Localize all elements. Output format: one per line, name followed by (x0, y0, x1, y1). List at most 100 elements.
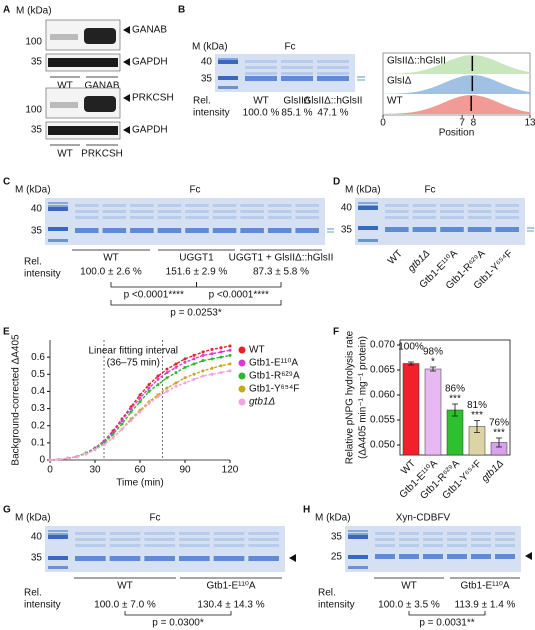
row-title: intensity (24, 600, 61, 611)
axis-title: M (kDa) (345, 185, 381, 196)
y-tick-label: 0.060 (370, 390, 395, 401)
data-point (228, 348, 232, 352)
smear-band (157, 210, 182, 213)
axis-title: Background-corrected ΔA405 (11, 334, 22, 466)
ladder-band (48, 227, 68, 231)
legend-marker (238, 398, 246, 406)
ladder-band (218, 60, 238, 64)
bar (424, 368, 442, 456)
ladder-band (358, 206, 378, 210)
protein-band (102, 228, 127, 233)
bracket (110, 300, 282, 306)
protein-band (447, 554, 467, 559)
bracket (408, 611, 486, 616)
smear-band (375, 532, 395, 535)
smear-band (412, 210, 437, 213)
smear-band (179, 544, 210, 547)
data-point (156, 374, 160, 378)
data-point (174, 371, 178, 375)
smear-band (495, 210, 519, 213)
legend-label: WT (249, 345, 265, 356)
legend-marker (238, 372, 246, 380)
blot-band (84, 96, 116, 112)
data-point (183, 376, 187, 380)
data-point (192, 377, 196, 381)
arrowhead (525, 552, 532, 560)
smear-band (245, 66, 277, 69)
smear-band (412, 204, 437, 207)
intensity-label: 100.0 ± 2.6 % (80, 267, 142, 278)
error-bar (452, 403, 458, 417)
bracket (196, 282, 282, 288)
blot-band (48, 58, 118, 67)
smear-band (399, 532, 419, 535)
ladder-band (48, 239, 68, 242)
lane-label: GANAB (84, 81, 119, 92)
lane-label: PRKCSH (81, 149, 123, 160)
data-point (228, 362, 232, 366)
smear-band (213, 532, 245, 535)
smear-band (75, 544, 106, 547)
smear-band (157, 204, 182, 207)
ridge-label: GlsIΔ (387, 76, 412, 87)
x-tick-label: 120 (222, 465, 239, 476)
protein-band (267, 228, 292, 233)
data-point (120, 427, 124, 431)
annotation: (36–75 min) (107, 358, 160, 369)
x-tick-label: gtb1Δ (480, 458, 506, 484)
legend-marker (238, 359, 246, 367)
row-title: intensity (24, 269, 61, 280)
protein-title: Fc (149, 513, 160, 524)
protein-band (467, 227, 492, 232)
arrowhead (289, 554, 296, 562)
mw-marker: 40 (31, 204, 43, 215)
data-point (138, 400, 142, 404)
legend-label: gtb1Δ (249, 397, 275, 408)
bar (402, 363, 420, 456)
smear-band (471, 544, 491, 547)
protein-band (385, 227, 409, 232)
row-title: Rel. (24, 588, 42, 599)
smear-band (295, 216, 319, 219)
data-point (183, 365, 187, 369)
row-title: intensity (318, 600, 355, 611)
data-point (219, 371, 223, 375)
protein-band (248, 556, 279, 561)
data-point (192, 362, 196, 366)
significance-label: * (431, 357, 435, 368)
row-title: Rel. (24, 257, 42, 268)
percent-label: 98% (423, 347, 443, 358)
protein-band (281, 76, 313, 81)
protein-title: Xyn-CDBFV (396, 513, 451, 524)
percent-label: 100% (398, 342, 424, 353)
blot-target: GAPDH (132, 57, 168, 68)
data-point (210, 352, 214, 356)
data-point (201, 353, 205, 357)
ladder-band (218, 58, 238, 60)
ridge-label: GlsIIΔ::hGlsII (387, 56, 446, 67)
significance-label: *** (449, 394, 461, 405)
data-point (138, 393, 142, 397)
data-point (129, 410, 133, 414)
smear-band (144, 544, 175, 547)
lane-label: WT (386, 248, 405, 267)
group-label: UGGT1 + GlsIIΔ::hGlsII (229, 253, 334, 264)
smear-band (471, 532, 491, 535)
x-tick-label: 7 (459, 118, 465, 129)
group-label: WT (401, 581, 417, 592)
lane-label: WT (57, 81, 73, 92)
data-point (183, 381, 187, 385)
smear-band (467, 216, 492, 219)
data-point (120, 422, 124, 426)
smear-band (440, 210, 464, 213)
y-tick-label: 0.6 (31, 352, 45, 363)
protein-band (144, 556, 175, 561)
data-point (156, 377, 160, 381)
legend-marker (238, 385, 246, 393)
data-point (129, 407, 133, 411)
axis-title: Position (439, 128, 475, 139)
protein-band (317, 76, 349, 81)
data-point (183, 357, 187, 361)
axis-title: M (kDa) (315, 513, 351, 524)
data-point (219, 350, 223, 354)
